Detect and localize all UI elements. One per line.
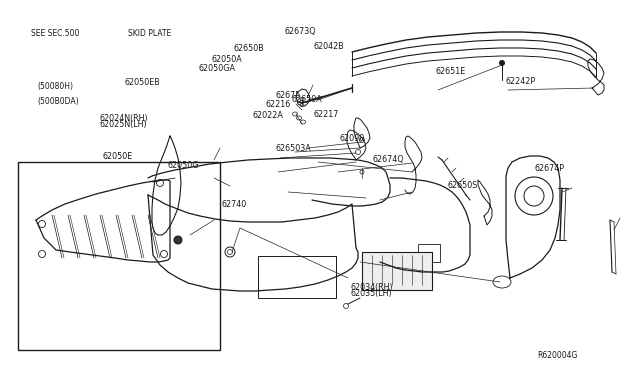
- Text: (500B0DA): (500B0DA): [37, 97, 79, 106]
- Text: 62217: 62217: [314, 110, 339, 119]
- Text: 62216: 62216: [266, 100, 291, 109]
- Text: 62035(LH): 62035(LH): [351, 289, 392, 298]
- Text: 62050A: 62050A: [211, 55, 242, 64]
- Text: 62024N(RH): 62024N(RH): [99, 114, 148, 123]
- Text: 62674Q: 62674Q: [372, 155, 404, 164]
- Text: R620004G: R620004G: [538, 351, 578, 360]
- Text: 62050G: 62050G: [168, 161, 199, 170]
- Bar: [362, 252, 432, 290]
- Bar: [258, 256, 336, 298]
- Text: 62650B: 62650B: [234, 44, 264, 53]
- Text: SKID PLATE: SKID PLATE: [128, 29, 172, 38]
- Bar: [18, 162, 220, 350]
- Text: SEE SEC.500: SEE SEC.500: [31, 29, 79, 38]
- Text: 62650S: 62650S: [448, 182, 478, 190]
- Text: 62042B: 62042B: [314, 42, 344, 51]
- Text: 62034(RH): 62034(RH): [351, 283, 394, 292]
- Text: 62022A: 62022A: [253, 111, 284, 120]
- Text: 62090: 62090: [339, 134, 364, 143]
- Text: 62651E: 62651E: [435, 67, 465, 76]
- Text: 62242P: 62242P: [506, 77, 536, 86]
- Text: 62674P: 62674P: [534, 164, 564, 173]
- Text: 626503A: 626503A: [275, 144, 311, 153]
- Text: 62050E: 62050E: [102, 152, 132, 161]
- Text: 62650A: 62650A: [291, 95, 322, 104]
- Text: 62050GA: 62050GA: [198, 64, 236, 73]
- Text: 62050EB: 62050EB: [125, 78, 161, 87]
- Text: 62025N(LH): 62025N(LH): [99, 121, 147, 129]
- Text: 62673Q: 62673Q: [285, 27, 316, 36]
- Ellipse shape: [174, 236, 182, 244]
- Text: (50080H): (50080H): [37, 82, 73, 91]
- Bar: [418, 244, 440, 262]
- Text: 62675: 62675: [275, 92, 301, 100]
- Text: 62740: 62740: [221, 200, 246, 209]
- Ellipse shape: [499, 61, 504, 65]
